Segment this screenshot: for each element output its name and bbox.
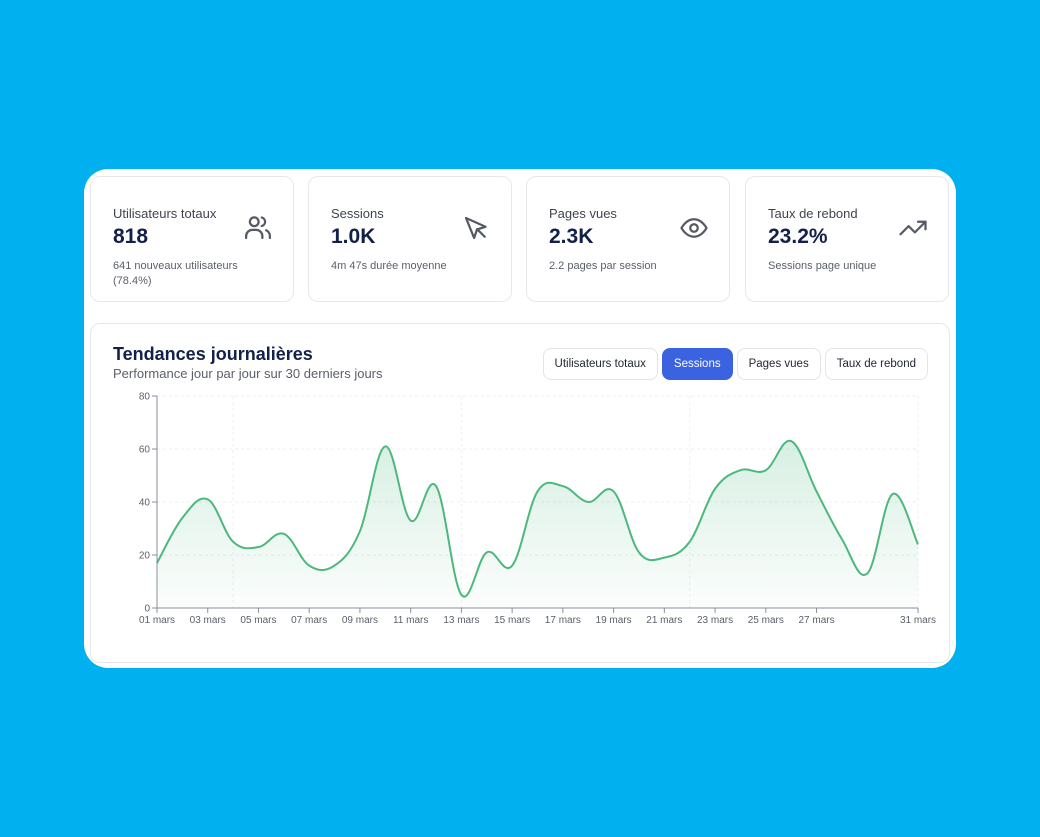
tab-sessions[interactable]: Sessions <box>661 348 733 380</box>
stat-value: 23.2% <box>768 225 828 248</box>
stat-value: 2.3K <box>549 225 594 248</box>
daily-trends-card: Tendances journalières Performance jour … <box>90 323 950 663</box>
x-tick-label: 01 mars <box>139 615 175 626</box>
x-tick-label: 13 mars <box>443 615 479 626</box>
stat-label: Taux de rebond <box>768 206 858 221</box>
chart-title: Tendances journalières <box>113 344 313 364</box>
stat-subtext: Sessions page unique <box>768 260 877 272</box>
sessions-line <box>156 439 919 598</box>
stat-label: Sessions <box>331 206 384 221</box>
chart-subtitle: Performance jour par jour sur 30 dernier… <box>113 366 383 381</box>
stat-value: 1.0K <box>331 225 376 248</box>
metric-tabs: Utilisateurs totaux Sessions Pages vues … <box>542 348 928 380</box>
trending-up-icon <box>899 220 927 236</box>
stat-label: Pages vues <box>549 206 617 221</box>
dashboard-panel: Utilisateurs totaux 818 641 nouveaux uti… <box>84 169 956 668</box>
tab-total-users[interactable]: Utilisateurs totaux <box>542 348 658 380</box>
stat-card-bounce: Taux de rebond 23.2% Sessions page uniqu… <box>745 176 949 302</box>
users-icon <box>245 216 271 240</box>
y-tick-label: 40 <box>139 498 151 509</box>
x-tick-label: 23 mars <box>697 615 733 626</box>
stat-subtext: 2.2 pages par session <box>549 260 657 272</box>
x-tick-label: 25 mars <box>748 615 784 626</box>
x-tick-label: 27 mars <box>798 615 834 626</box>
stat-subtext: 641 nouveaux utilisateurs (78.4%) <box>113 260 238 287</box>
x-tick-label: 17 mars <box>545 615 581 626</box>
stat-label: Utilisateurs totaux <box>113 206 217 221</box>
x-tick-label: 09 mars <box>342 615 378 626</box>
x-tick-label: 21 mars <box>646 615 682 626</box>
stat-card-users: Utilisateurs totaux 818 641 nouveaux uti… <box>90 176 294 302</box>
cursor-icon <box>464 216 487 240</box>
y-tick-label: 60 <box>139 445 151 456</box>
area-fill <box>157 440 918 608</box>
x-tick-label: 03 mars <box>190 615 226 626</box>
y-tick-label: 80 <box>139 392 151 403</box>
x-tick-label: 19 mars <box>596 615 632 626</box>
sessions-area-chart: 0 20 40 60 80 01 mars 03 mars 05 mars 07 mars 09 … <box>139 392 936 627</box>
x-tick-label: 31 mars <box>900 615 936 626</box>
tab-bounce-rate[interactable]: Taux de rebond <box>824 348 928 380</box>
stat-subtext: 4m 47s durée moyenne <box>331 260 447 272</box>
x-tick-label: 07 mars <box>291 615 327 626</box>
y-tick-label: 0 <box>144 604 150 615</box>
y-tick-label: 20 <box>139 551 151 562</box>
stat-card-pageviews: Pages vues 2.3K 2.2 pages par session <box>526 176 730 302</box>
tab-page-views[interactable]: Pages vues <box>736 348 821 380</box>
x-tick-label: 05 mars <box>240 615 276 626</box>
eye-icon <box>680 218 708 238</box>
stat-value: 818 <box>113 225 149 248</box>
x-tick-label: 11 mars <box>393 615 428 626</box>
x-tick-label: 15 mars <box>494 615 530 626</box>
stat-card-sessions: Sessions 1.0K 4m 47s durée moyenne <box>308 176 512 302</box>
